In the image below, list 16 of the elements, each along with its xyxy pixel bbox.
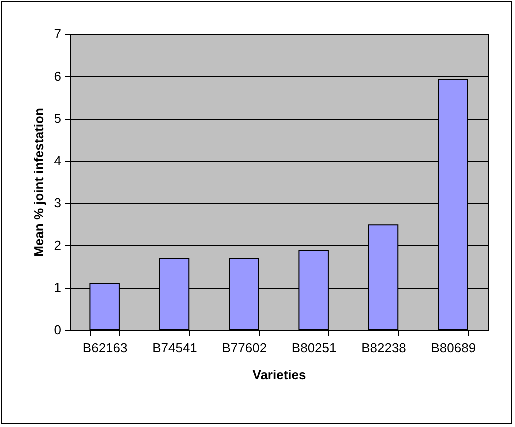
x-tick-label: B77602	[222, 340, 268, 356]
x-tick-label: B82238	[362, 340, 406, 356]
y-tick-label: 1	[54, 280, 62, 296]
x-tick-label: B74541	[152, 340, 198, 356]
x-tick-label: B62163	[82, 340, 128, 356]
x-axis-title: Varieties	[252, 368, 306, 382]
y-tick-label: 3	[54, 196, 62, 211]
x-tick-label: B80251	[292, 340, 337, 356]
y-tick-label: 5	[54, 111, 62, 126]
y-tick-label: 6	[54, 68, 62, 84]
y-tick-label: 7	[54, 26, 62, 42]
x-tick-label: B80689	[431, 340, 476, 356]
y-tick-label: 0	[54, 322, 62, 338]
y-axis-title: Mean % joint infestation	[31, 108, 46, 257]
y-tick-label: 2	[54, 238, 62, 253]
y-tick-label: 4	[54, 153, 62, 168]
